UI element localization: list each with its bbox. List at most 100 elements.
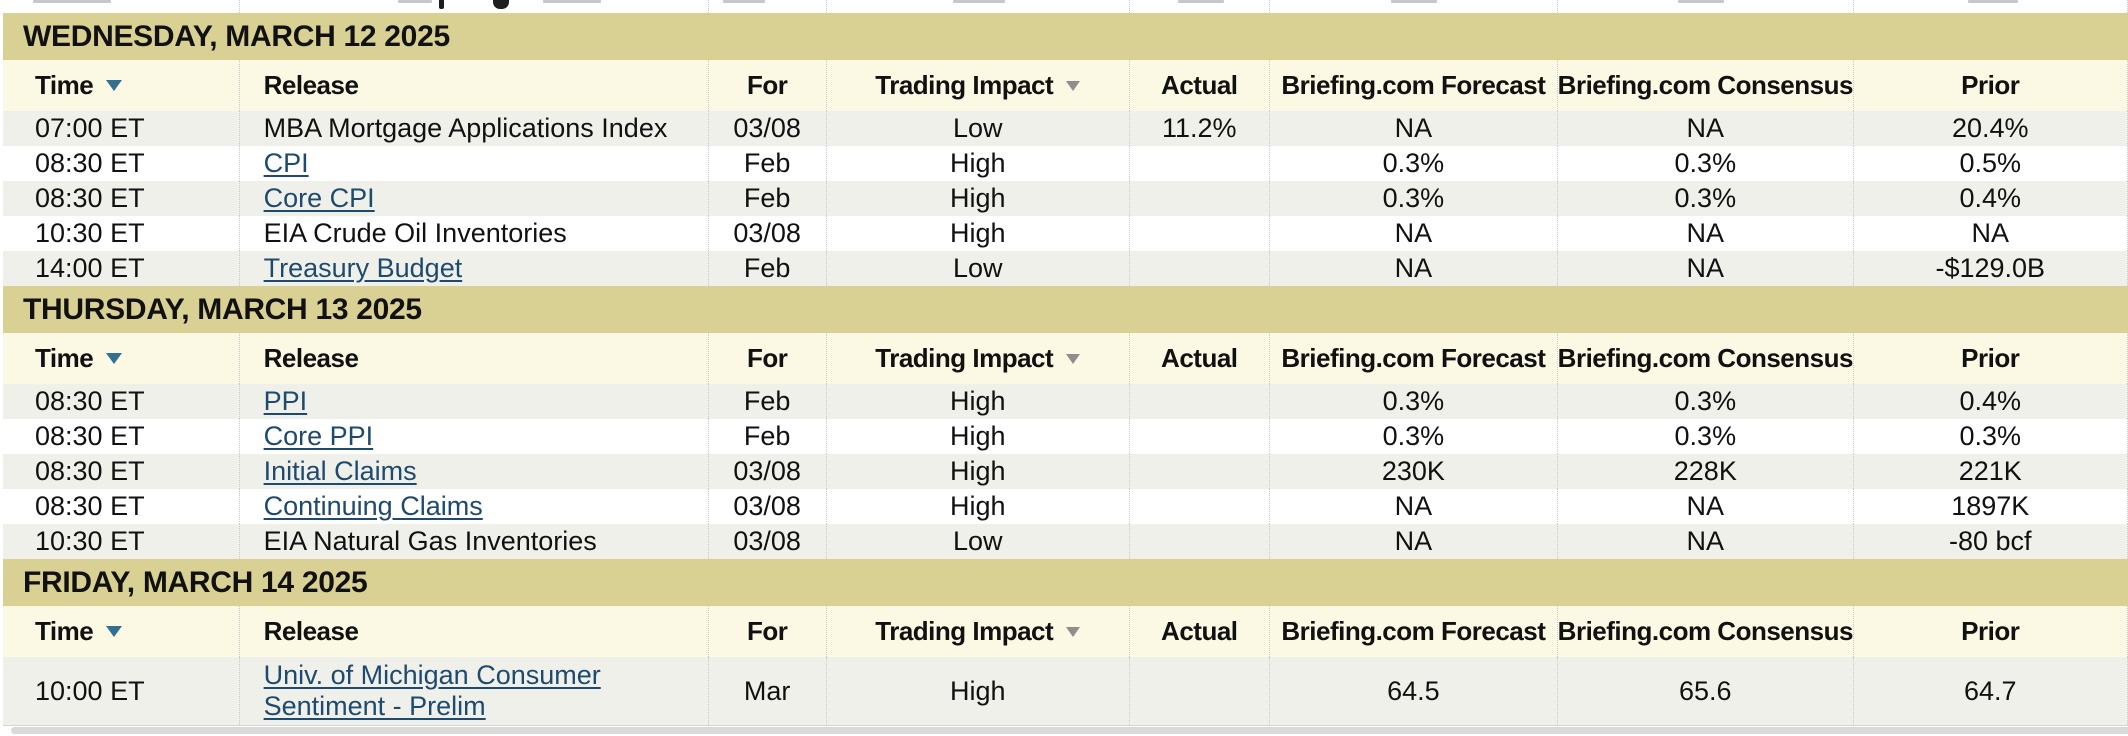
consensus-cell: 0.3% <box>1557 146 1852 181</box>
forecast-cell: 0.3% <box>1268 181 1557 216</box>
clipped-text-fragment <box>33 0 111 3</box>
forecast-cell: 230K <box>1268 454 1557 489</box>
actual-cell <box>1128 251 1269 286</box>
release-column-header: Release <box>238 60 708 111</box>
consensus-cell: 0.3% <box>1557 384 1852 419</box>
actual-cell <box>1128 524 1269 559</box>
actual-cell <box>1128 0 1269 13</box>
time-cell: 10:30 ET <box>35 218 145 248</box>
consensus-column-header: Briefing.com Consensus <box>1557 606 1853 657</box>
prior-cell: -$129.0B <box>1852 251 2127 286</box>
for-cell: 03/08 <box>707 524 826 559</box>
prior-cell: 0.4% <box>1852 384 2127 419</box>
time-cell: 10:30 ET <box>35 526 145 556</box>
forecast-cell: 64.5 <box>1268 657 1557 725</box>
table-row: 10:30 ET EIA Natural Gas Inventories 03/… <box>3 524 2128 559</box>
consensus-cell <box>1557 0 1852 13</box>
prior-cell: 0.5% <box>1852 146 2127 181</box>
column-header-row: Time Release For Trading Impact Actual B… <box>3 333 2128 384</box>
prior-cell: 0.4% <box>1852 181 2127 216</box>
table-row: 08:30 ET PPI Feb High 0.3% 0.3% 0.4% <box>3 384 2128 419</box>
clipped-text-fragment <box>953 0 1005 3</box>
forecast-cell: 0.3% <box>1268 419 1557 454</box>
impact-cell: High <box>825 454 1129 489</box>
prior-cell: NA <box>1852 216 2127 251</box>
consensus-cell: NA <box>1557 216 1852 251</box>
consensus-column-header: Briefing.com Consensus <box>1557 333 1853 384</box>
for-cell: Mar <box>707 657 826 725</box>
time-cell: 07:00 ET <box>35 113 145 143</box>
prior-cell: 20.4% <box>1852 111 2127 146</box>
release-link[interactable]: Core CPI <box>263 183 375 213</box>
clipped-text-fragment <box>493 0 509 9</box>
time-cell: 08:30 ET <box>35 491 145 521</box>
for-cell: Feb <box>707 419 826 454</box>
time-column-sort[interactable]: Time <box>3 606 239 657</box>
release-link[interactable]: Initial Claims <box>263 456 417 486</box>
impact-cell: High <box>825 419 1129 454</box>
impact-cell <box>825 0 1129 13</box>
impact-cell: High <box>825 216 1129 251</box>
prior-cell: 221K <box>1852 454 2127 489</box>
for-cell: Feb <box>707 146 826 181</box>
sort-icon <box>1066 626 1081 637</box>
prior-cell: 1897K <box>1852 489 2127 524</box>
impact-cell: Low <box>825 524 1129 559</box>
actual-cell <box>1128 657 1269 725</box>
forecast-cell: NA <box>1268 251 1557 286</box>
release-cell: Core CPI <box>238 181 708 216</box>
time-column-sort[interactable]: Time <box>3 333 239 384</box>
clipped-text-fragment <box>1678 0 1724 3</box>
actual-cell <box>1128 454 1269 489</box>
trading-impact-column-sort[interactable]: Trading Impact <box>825 333 1129 384</box>
table-row: 10:30 ET EIA Crude Oil Inventories 03/08… <box>3 216 2128 251</box>
impact-cell: Low <box>825 111 1129 146</box>
impact-cell: High <box>825 146 1129 181</box>
trading-impact-column-sort[interactable]: Trading Impact <box>825 60 1129 111</box>
release-link[interactable]: Core PPI <box>263 421 374 451</box>
horizontal-scrollbar[interactable] <box>11 727 2128 734</box>
sort-desc-icon <box>106 80 123 91</box>
forecast-cell: NA <box>1268 524 1557 559</box>
sort-icon <box>1066 80 1081 91</box>
time-cell: 08:30 ET <box>35 456 145 486</box>
actual-column-header: Actual <box>1128 60 1269 111</box>
actual-cell <box>1128 384 1269 419</box>
release-cell: Continuing Claims <box>238 489 708 524</box>
date-header-label: THURSDAY, MARCH 13 2025 <box>23 292 422 326</box>
release-link[interactable]: PPI <box>263 386 308 416</box>
time-cell: 08:30 ET <box>35 183 145 213</box>
release-link[interactable]: Univ. of Michigan Consumer Sentiment - P… <box>263 660 601 721</box>
table-row: 14:00 ET Treasury Budget Feb Low NA NA -… <box>3 251 2128 286</box>
time-column-sort[interactable]: Time <box>3 60 239 111</box>
clipped-text-fragment <box>398 0 432 3</box>
table-row: 08:30 ET Core PPI Feb High 0.3% 0.3% 0.3… <box>3 419 2128 454</box>
prior-cell <box>1852 0 2127 13</box>
forecast-cell <box>1268 0 1557 13</box>
consensus-cell: 228K <box>1557 454 1852 489</box>
release-link[interactable]: Continuing Claims <box>263 491 483 521</box>
release-link[interactable]: CPI <box>263 148 309 178</box>
consensus-cell: 0.3% <box>1557 419 1852 454</box>
clipped-text-fragment <box>1968 0 2018 3</box>
column-header-row: Time Release For Trading Impact Actual B… <box>3 606 2128 657</box>
actual-cell <box>1128 181 1269 216</box>
forecast-cell: NA <box>1268 111 1557 146</box>
trading-impact-column-sort[interactable]: Trading Impact <box>825 606 1129 657</box>
for-cell <box>707 0 826 13</box>
day-section-thursday: THURSDAY, MARCH 13 2025 Time Release For… <box>3 286 2128 559</box>
for-cell: 03/08 <box>707 216 826 251</box>
table-row: 08:30 ET Core CPI Feb High 0.3% 0.3% 0.4… <box>3 181 2128 216</box>
forecast-cell: 0.3% <box>1268 384 1557 419</box>
release-cell: Univ. of Michigan Consumer Sentiment - P… <box>238 657 708 725</box>
release-cell: Core PPI <box>238 419 708 454</box>
release-link[interactable]: Treasury Budget <box>263 253 463 283</box>
clipped-row-remnant <box>3 0 2128 13</box>
release-column-header: Release <box>238 333 708 384</box>
clipped-text-fragment <box>1178 0 1224 3</box>
forecast-cell: 0.3% <box>1268 146 1557 181</box>
actual-column-header: Actual <box>1128 333 1269 384</box>
table-row: 08:30 ET CPI Feb High 0.3% 0.3% 0.5% <box>3 146 2128 181</box>
date-header: FRIDAY, MARCH 14 2025 <box>3 559 2128 606</box>
time-cell: 10:00 ET <box>35 675 145 706</box>
